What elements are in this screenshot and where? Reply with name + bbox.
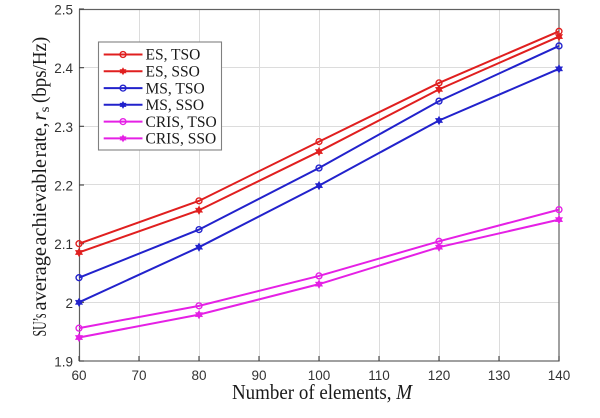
svg-text:140: 140: [548, 368, 571, 383]
svg-text:Number of elements, M: Number of elements, M: [232, 380, 413, 404]
svg-text:2.1: 2.1: [54, 237, 73, 252]
svg-text:CRIS, TSO: CRIS, TSO: [146, 114, 217, 131]
svg-text:rate,: rate,: [30, 123, 51, 158]
svg-text:70: 70: [131, 368, 146, 383]
svg-text:achievable: achievable: [30, 159, 51, 246]
svg-text:MS, TSO: MS, TSO: [146, 80, 205, 97]
svg-text:110: 110: [368, 368, 390, 383]
svg-text:1.9: 1.9: [54, 355, 73, 370]
svg-text:CRIS, SSO: CRIS, SSO: [146, 131, 217, 148]
svg-text:average: average: [30, 247, 51, 311]
svg-text:ES, TSO: ES, TSO: [146, 47, 201, 64]
svg-text:80: 80: [191, 368, 206, 383]
svg-text:130: 130: [488, 368, 511, 383]
svg-text:2.3: 2.3: [54, 120, 73, 135]
svg-text:2.5: 2.5: [54, 3, 73, 18]
svg-text:120: 120: [428, 368, 451, 383]
svg-text:ES, SSO: ES, SSO: [146, 64, 200, 81]
svg-text:60: 60: [71, 368, 86, 383]
svg-text:SU’s: SU’s: [30, 314, 51, 337]
svg-text:2: 2: [65, 296, 73, 311]
svg-text:100: 100: [308, 368, 331, 383]
svg-text:2.4: 2.4: [54, 61, 73, 76]
svg-text:2.2: 2.2: [54, 179, 73, 194]
svg-text:rs: rs: [30, 107, 53, 121]
svg-text:MS, SSO: MS, SSO: [146, 97, 205, 114]
svg-text:(bps/Hz): (bps/Hz): [30, 37, 51, 103]
svg-text:90: 90: [251, 368, 266, 383]
